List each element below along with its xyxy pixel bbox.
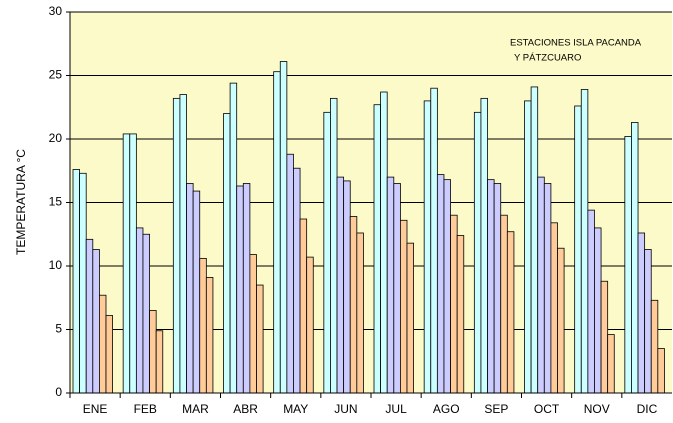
bar [500, 214, 508, 394]
bar [186, 183, 194, 394]
bar [343, 180, 351, 394]
bar [624, 136, 632, 394]
bar [487, 179, 495, 394]
bar [657, 348, 665, 394]
y-tick-label: 25 [49, 68, 63, 82]
bar [99, 294, 107, 394]
x-tick-label: FEB [134, 402, 157, 416]
bar [286, 153, 294, 394]
x-tick-label: JUN [334, 402, 357, 416]
bar [450, 214, 458, 394]
bar [574, 105, 582, 394]
bar [607, 334, 615, 394]
bar [373, 104, 381, 394]
x-tick-label: AGO [433, 402, 460, 416]
x-tick-label: ABR [233, 402, 258, 416]
bar [506, 231, 515, 394]
bar [179, 94, 187, 394]
bar [229, 82, 238, 394]
bar [644, 249, 652, 394]
bar [72, 169, 80, 394]
bar [480, 97, 488, 394]
bar [223, 113, 231, 394]
bar [92, 249, 100, 394]
bar [524, 100, 532, 394]
bar [79, 172, 87, 394]
bar [273, 71, 281, 394]
x-tick-label: DIC [637, 402, 658, 416]
bar [580, 89, 589, 394]
bar [205, 277, 214, 394]
bar [306, 256, 314, 394]
bar [436, 174, 445, 394]
bar [456, 235, 465, 394]
bar [406, 242, 414, 394]
y-axis-label: TEMPERATURA °C [14, 149, 28, 255]
bar [336, 176, 345, 394]
bar [293, 167, 301, 394]
x-tick-label: MAY [283, 402, 308, 416]
y-tick-label: 15 [49, 195, 63, 209]
x-tick-label: NOV [584, 402, 610, 416]
bar [543, 183, 552, 394]
bar [330, 97, 338, 394]
bar [349, 216, 358, 394]
bar [399, 219, 408, 394]
x-tick-label: OCT [534, 402, 560, 416]
bar [192, 190, 201, 394]
bar [530, 86, 539, 394]
y-tick-label: 5 [55, 322, 62, 336]
x-tick-label: MAR [182, 402, 209, 416]
bar [443, 179, 451, 394]
bar [587, 209, 595, 394]
bar [650, 299, 659, 394]
bar [430, 87, 438, 394]
x-tick-label: SEP [484, 402, 508, 416]
y-tick-label: 0 [55, 385, 62, 399]
bar [256, 284, 264, 394]
bar [155, 330, 164, 394]
bar [423, 100, 432, 394]
bar [594, 227, 602, 394]
bar [149, 310, 157, 394]
bar [122, 133, 131, 394]
bar [199, 257, 207, 394]
y-tick-label: 10 [49, 258, 63, 272]
bar [85, 238, 94, 394]
bar [537, 176, 545, 394]
bar [557, 247, 565, 394]
bar [135, 227, 144, 394]
bar [129, 133, 137, 394]
bar [637, 232, 646, 394]
bar [249, 254, 257, 394]
annotation: Y PÁTZCUARO [514, 53, 581, 64]
bar [356, 232, 364, 394]
bar [393, 183, 401, 394]
x-tick-label: ENE [83, 402, 108, 416]
bar [236, 185, 244, 394]
bar [323, 111, 331, 394]
bar [142, 233, 150, 394]
bar [380, 91, 388, 394]
bar [631, 122, 639, 394]
bar [299, 218, 308, 394]
x-tick-label: JUL [385, 402, 407, 416]
bar [105, 315, 113, 394]
bar [242, 183, 251, 394]
y-tick-label: 20 [49, 131, 63, 145]
bar [279, 61, 288, 394]
annotation: ESTACIONES ISLA PACANDA [510, 38, 642, 49]
bar [550, 222, 558, 394]
bar [473, 111, 482, 394]
bar [172, 97, 181, 394]
bar [600, 280, 609, 394]
bar [493, 183, 502, 394]
y-tick-label: 30 [49, 4, 63, 18]
bar [386, 176, 395, 394]
